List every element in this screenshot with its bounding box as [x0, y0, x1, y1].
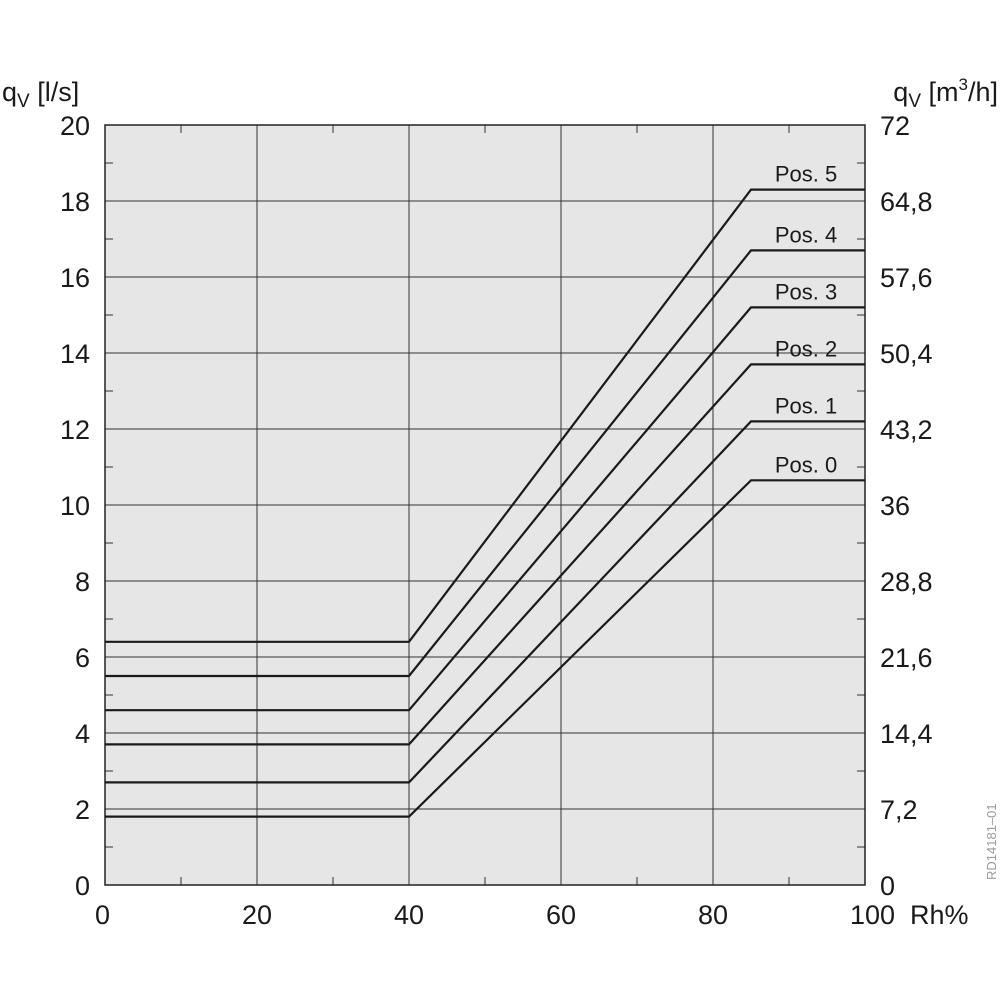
x-tick-labels: 0 20 40 60 80 100: [95, 900, 895, 930]
y-tick-label-right: 50,4: [880, 339, 933, 369]
x-tick-label: 100: [850, 900, 895, 930]
series-label-pos-2: Pos. 2: [775, 336, 837, 361]
series-line-pos-4: [105, 249, 865, 678]
y-tick-label-right: 14,4: [880, 719, 933, 749]
y-tick-label-left: 14: [60, 339, 90, 369]
series-line-pos-0: [105, 479, 865, 818]
y-tick-label-right: 72: [880, 111, 910, 141]
y-tick-label-left: 12: [60, 415, 90, 445]
y-tick-label-left: 20: [60, 111, 90, 141]
series-lines: [105, 188, 865, 818]
watermark-code: RD14181–01: [984, 803, 999, 880]
grid: [105, 125, 865, 885]
y-tick-label-left: 18: [60, 187, 90, 217]
y-tick-label-left: 16: [60, 263, 90, 293]
series-label-pos-5: Pos. 5: [775, 162, 837, 187]
x-axis-title: Rh%: [910, 900, 969, 930]
y-tick-label-right: 28,8: [880, 567, 933, 597]
y-tick-labels-right: 0 7,2 14,4 21,6 28,8 36 43,2 50,4 57,6 64,8 72: [880, 111, 933, 901]
series-label-pos-0: Pos. 0: [775, 452, 837, 477]
x-tick-label: 0: [95, 900, 110, 930]
x-tick-label: 60: [546, 900, 576, 930]
y-tick-label-right: 0: [880, 871, 895, 901]
series-line-pos-1: [105, 420, 865, 784]
y-tick-label-right: 21,6: [880, 643, 933, 673]
y-tick-label-left: 10: [60, 491, 90, 521]
x-tick-label: 20: [242, 900, 272, 930]
series-line-pos-5: [105, 188, 865, 643]
y-tick-label-left: 6: [75, 643, 90, 673]
series-label-pos-4: Pos. 4: [775, 222, 837, 247]
y-tick-label-left: 0: [75, 871, 90, 901]
y-tick-labels-left: 0 2 4 6 8 10 12 14 16 18 20: [60, 111, 90, 901]
x-tick-label: 40: [394, 900, 424, 930]
plot-frame: [104, 124, 866, 886]
series-labels: Pos. 0 Pos. 1 Pos. 2 Pos. 3 Pos. 4 Pos. 5: [775, 162, 837, 478]
y-tick-label-left: 2: [75, 795, 90, 825]
x-tick-label: 80: [698, 900, 728, 930]
y-axis-title-right: qV [m3/h]: [893, 75, 998, 112]
minor-ticks: [105, 125, 865, 885]
y-tick-label-right: 36: [880, 491, 910, 521]
y-tick-label-left: 4: [75, 719, 90, 749]
y-tick-label-right: 64,8: [880, 187, 933, 217]
y-tick-label-right: 7,2: [880, 795, 918, 825]
y-tick-label-right: 57,6: [880, 263, 933, 293]
y-tick-label-left: 8: [75, 567, 90, 597]
y-axis-title-left: qV [l/s]: [2, 77, 79, 112]
series-line-pos-2: [105, 363, 865, 746]
series-label-pos-3: Pos. 3: [775, 279, 837, 304]
series-line-pos-3: [105, 306, 865, 712]
series-label-pos-1: Pos. 1: [775, 393, 837, 418]
y-tick-label-right: 43,2: [880, 415, 933, 445]
